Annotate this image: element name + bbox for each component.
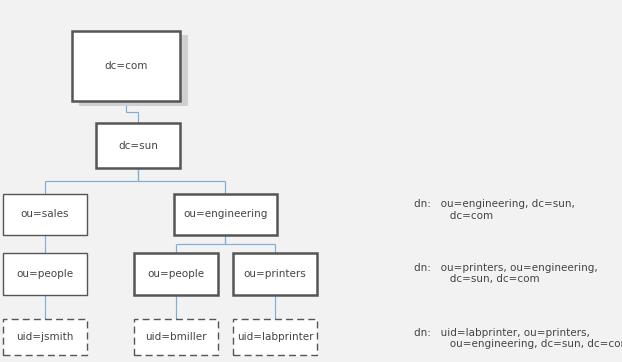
FancyBboxPatch shape [233, 319, 317, 355]
Text: ou=sales: ou=sales [21, 210, 69, 219]
FancyBboxPatch shape [72, 31, 180, 101]
Text: dn:   ou=printers, ou=engineering,
           dc=sun, dc=com: dn: ou=printers, ou=engineering, dc=sun,… [414, 262, 597, 284]
FancyBboxPatch shape [3, 319, 87, 355]
Text: dn:   uid=labprinter, ou=printers,
           ou=engineering, dc=sun, dc=com: dn: uid=labprinter, ou=printers, ou=engi… [414, 328, 622, 349]
FancyBboxPatch shape [3, 194, 87, 235]
FancyBboxPatch shape [233, 253, 317, 295]
Text: uid=labprinter: uid=labprinter [237, 332, 313, 342]
Text: ou=printers: ou=printers [244, 269, 307, 279]
Text: uid=bmiller: uid=bmiller [145, 332, 207, 342]
FancyBboxPatch shape [134, 253, 218, 295]
Text: ou=people: ou=people [147, 269, 204, 279]
Text: ou=engineering: ou=engineering [183, 210, 267, 219]
FancyBboxPatch shape [96, 123, 180, 168]
Text: ou=people: ou=people [17, 269, 73, 279]
FancyBboxPatch shape [79, 35, 188, 106]
Text: uid=jsmith: uid=jsmith [16, 332, 74, 342]
FancyBboxPatch shape [134, 319, 218, 355]
FancyBboxPatch shape [174, 194, 277, 235]
Text: dc=sun: dc=sun [118, 141, 159, 151]
Text: dc=com: dc=com [104, 61, 147, 71]
Text: dn:   ou=engineering, dc=sun,
           dc=com: dn: ou=engineering, dc=sun, dc=com [414, 199, 575, 221]
FancyBboxPatch shape [3, 253, 87, 295]
